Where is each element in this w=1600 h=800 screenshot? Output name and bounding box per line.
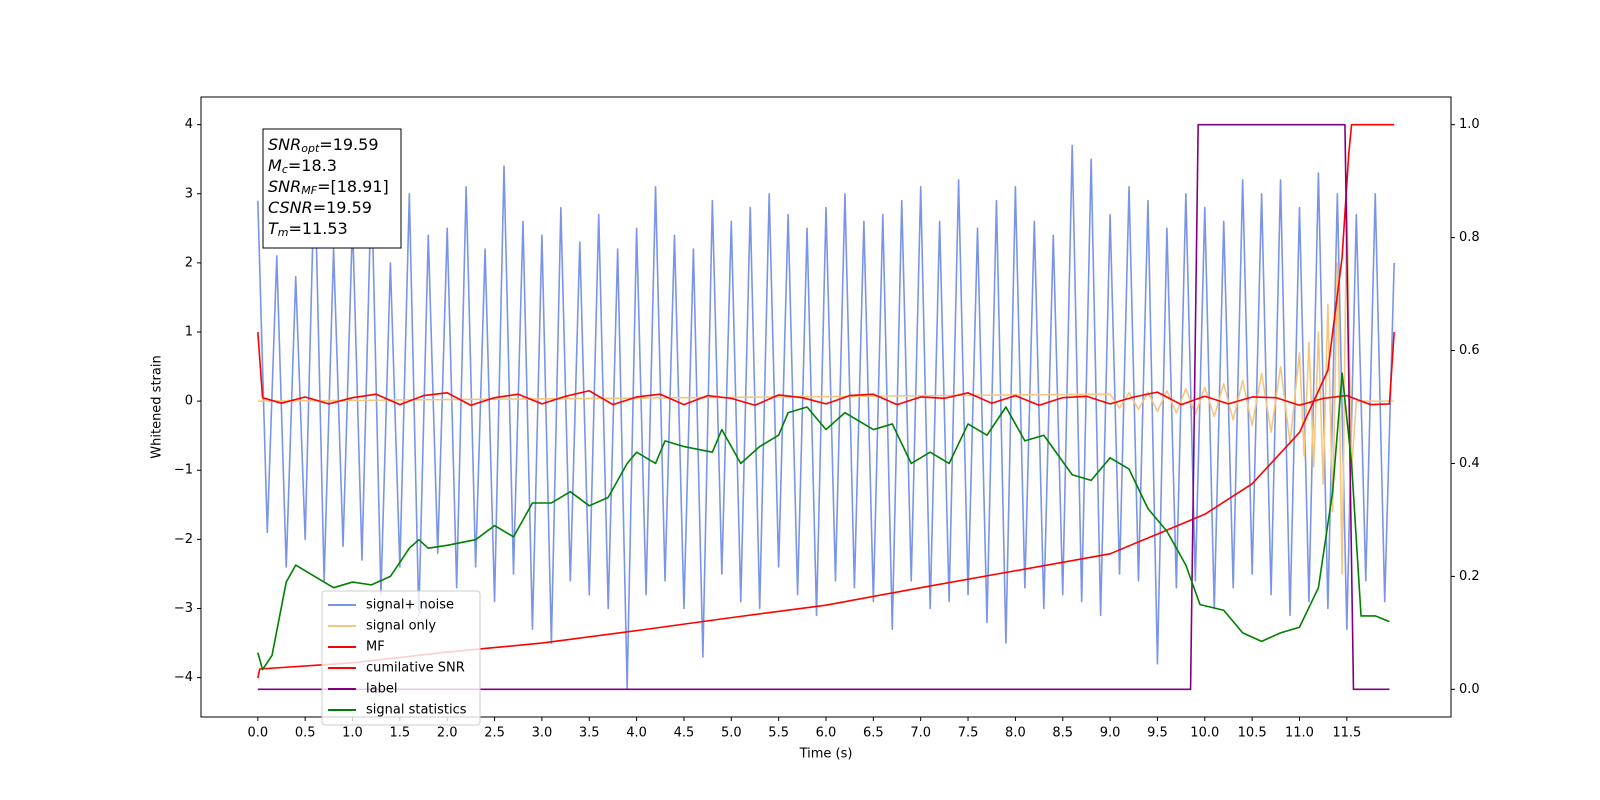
- x-tick-label: 9.5: [1147, 726, 1168, 741]
- series-line: [257, 372, 1390, 671]
- series-line: [257, 144, 1395, 689]
- x-tick-label: 5.5: [768, 726, 789, 741]
- y2-tick-label: 0.0: [1459, 682, 1480, 697]
- x-tick-label: 11.5: [1332, 726, 1361, 741]
- y-tick-label: 3: [185, 186, 193, 201]
- x-tick-label: 1.0: [342, 726, 363, 741]
- x-tick-label: 0.0: [247, 726, 268, 741]
- legend-label: cumilative SNR: [366, 661, 465, 676]
- x-tick-label: 7.0: [910, 726, 931, 741]
- x-tick-label: 5.0: [721, 726, 742, 741]
- series-line: [257, 123, 1390, 691]
- legend-label: MF: [366, 640, 385, 655]
- annotation-symbol: CSNR: [268, 198, 313, 217]
- x-tick-label: 1.5: [390, 726, 411, 741]
- annotation-line: Tm=11.53: [268, 219, 348, 240]
- annotation-value: =18.3: [288, 156, 337, 175]
- x-tick-label: 3.0: [532, 726, 553, 741]
- annotation-value: =[18.91]: [317, 177, 389, 196]
- annotation-line: Mc=18.3: [268, 156, 337, 177]
- legend-label: signal statistics: [366, 703, 467, 718]
- x-tick-label: 6.5: [863, 726, 884, 741]
- x-tick-label: 7.5: [958, 726, 979, 741]
- y2-tick-label: 0.8: [1459, 230, 1480, 245]
- x-axis-label: Time (s): [799, 747, 853, 762]
- y-tick-label: −2: [174, 532, 193, 547]
- annotation-symbol: M: [268, 156, 282, 175]
- y-tick-label: 4: [185, 117, 193, 132]
- x-tick-label: 0.5: [295, 726, 316, 741]
- y-tick-label: 1: [185, 325, 193, 340]
- annotation-sub: m: [278, 226, 289, 239]
- y2-tick-label: 0.2: [1459, 569, 1480, 584]
- x-tick-label: 8.0: [1005, 726, 1026, 741]
- y-tick-label: −1: [174, 463, 193, 478]
- annotation-sub: MF: [301, 184, 317, 197]
- y-tick-label: 2: [185, 255, 193, 270]
- x-tick-label: 6.0: [816, 726, 837, 741]
- x-tick-label: 10.0: [1190, 726, 1219, 741]
- y-tick-label: −3: [174, 601, 193, 616]
- y2-tick-label: 0.6: [1459, 343, 1480, 358]
- legend-label: signal+ noise: [366, 598, 454, 613]
- x-tick-label: 4.0: [626, 726, 647, 741]
- legend-box: [321, 590, 481, 726]
- annotation-symbol: SNR: [268, 135, 301, 154]
- y2-tick-label: 0.4: [1459, 456, 1480, 471]
- x-tick-label: 10.5: [1238, 726, 1267, 741]
- annotation-value: =19.59: [319, 135, 378, 154]
- annotation-value: =11.53: [289, 219, 348, 238]
- annotation-line: CSNR=19.59: [268, 198, 372, 217]
- x-tick-label: 11.0: [1285, 726, 1314, 741]
- x-tick-label: 8.5: [1052, 726, 1073, 741]
- annotation-sub: opt: [301, 142, 320, 155]
- series-line: [257, 331, 1395, 407]
- annotation-line: SNRopt=19.59: [268, 135, 379, 156]
- legend-label: label: [366, 682, 397, 697]
- legend-label: signal only: [366, 619, 436, 634]
- annotation-symbol: T: [268, 219, 279, 238]
- x-tick-label: 9.0: [1100, 726, 1121, 741]
- series-line: [257, 192, 1395, 575]
- x-tick-label: 4.5: [674, 726, 695, 741]
- annotation-value: =19.59: [313, 198, 372, 217]
- y-tick-label: 0: [185, 394, 193, 409]
- x-tick-label: 2.0: [437, 726, 458, 741]
- x-tick-label: 2.5: [484, 726, 505, 741]
- y-axis-label: Whitened strain: [150, 355, 165, 458]
- annotation-box: [262, 128, 402, 249]
- annotation-sub: c: [282, 163, 288, 176]
- y2-tick-label: 1.0: [1459, 117, 1480, 132]
- x-tick-label: 3.5: [579, 726, 600, 741]
- annotation-symbol: SNR: [268, 177, 301, 196]
- annotation-line: SNRMF=[18.91]: [268, 177, 389, 198]
- y-tick-label: −4: [174, 670, 193, 685]
